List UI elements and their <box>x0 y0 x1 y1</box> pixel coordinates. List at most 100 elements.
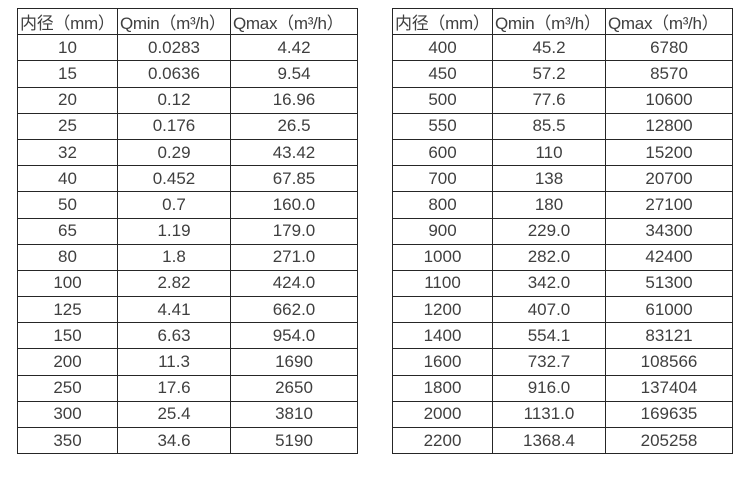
table-cell: 57.2 <box>492 60 606 88</box>
table-cell: 20700 <box>605 165 733 193</box>
table-cell: 10600 <box>605 86 733 114</box>
table-cell: 732.7 <box>492 348 606 376</box>
table-cell: 11.3 <box>117 348 231 376</box>
table-cell: 34.6 <box>117 426 231 455</box>
flow-spec-table-right: 内径（mm） Qmin（m³/h） Qmax（m³/h） 400 45.2 6780… <box>392 7 733 455</box>
table-cell: 954.0 <box>230 322 358 350</box>
table-row: 20 0.12 16.96 <box>17 86 358 114</box>
table-cell: 108566 <box>605 348 733 376</box>
header-qmax: Qmax（m³/h） <box>605 7 733 36</box>
table-cell: 32 <box>17 138 118 167</box>
table-row: 50 0.7 160.0 <box>17 191 358 219</box>
table-cell: 51300 <box>605 269 733 298</box>
table-cell: 2000 <box>392 400 493 429</box>
table-cell: 3810 <box>230 400 358 429</box>
table-row: 2000 1131.0 169635 <box>392 400 733 429</box>
header-diameter: 内径（mm） <box>17 7 118 36</box>
table-cell: 137404 <box>605 374 733 402</box>
table-cell: 250 <box>17 374 118 402</box>
table-cell: 282.0 <box>492 243 606 271</box>
table-cell: 100 <box>17 269 118 298</box>
header-qmin: Qmin（m³/h） <box>117 7 231 36</box>
table-row: 1600 732.7 108566 <box>392 348 733 376</box>
table-cell: 25.4 <box>117 400 231 429</box>
table-cell: 1600 <box>392 348 493 376</box>
table-cell: 1200 <box>392 296 493 324</box>
table-cell: 350 <box>17 426 118 455</box>
table-cell: 200 <box>17 348 118 376</box>
table-cell: 600 <box>392 138 493 167</box>
table-cell: 138 <box>492 165 606 193</box>
header-diameter: 内径（mm） <box>392 7 493 36</box>
header-qmin: Qmin（m³/h） <box>492 7 606 36</box>
table-cell: 0.0636 <box>117 60 231 88</box>
table-cell: 900 <box>392 217 493 245</box>
table-cell: 160.0 <box>230 191 358 219</box>
flow-spec-table-left: 内径（mm） Qmin（m³/h） Qmax（m³/h） 10 0.0283 4.4… <box>17 7 358 455</box>
table-row: 1000 282.0 42400 <box>392 243 733 271</box>
table-cell: 800 <box>392 191 493 219</box>
table-cell: 34300 <box>605 217 733 245</box>
table-cell: 0.176 <box>117 112 231 140</box>
table-cell: 342.0 <box>492 269 606 298</box>
table-cell: 2200 <box>392 426 493 455</box>
table-cell: 1.8 <box>117 243 231 271</box>
table-row: 1200 407.0 61000 <box>392 296 733 324</box>
table-header-row: 内径（mm） Qmin（m³/h） Qmax（m³/h） <box>17 7 358 36</box>
tables-wrap: 内径（mm） Qmin（m³/h） Qmax（m³/h） 10 0.0283 4.4… <box>17 7 733 455</box>
table-cell: 15200 <box>605 138 733 167</box>
table-row: 400 45.2 6780 <box>392 34 733 62</box>
header-qmax: Qmax（m³/h） <box>230 7 358 36</box>
table-cell: 1800 <box>392 374 493 402</box>
table-cell: 110 <box>492 138 606 167</box>
table-cell: 180 <box>492 191 606 219</box>
table-row: 1400 554.1 83121 <box>392 322 733 350</box>
table-row: 600 110 15200 <box>392 138 733 167</box>
table-row: 125 4.41 662.0 <box>17 296 358 324</box>
table-cell: 6.63 <box>117 322 231 350</box>
table-cell: 916.0 <box>492 374 606 402</box>
table-row: 25 0.176 26.5 <box>17 112 358 140</box>
table-cell: 1368.4 <box>492 426 606 455</box>
table-cell: 1100 <box>392 269 493 298</box>
table-row: 700 138 20700 <box>392 165 733 193</box>
table-cell: 1.19 <box>117 217 231 245</box>
table-cell: 271.0 <box>230 243 358 271</box>
table-cell: 43.42 <box>230 138 358 167</box>
table-row: 800 180 27100 <box>392 191 733 219</box>
table-cell: 5190 <box>230 426 358 455</box>
table-row: 1800 916.0 137404 <box>392 374 733 402</box>
table-cell: 500 <box>392 86 493 114</box>
table-cell: 1000 <box>392 243 493 271</box>
table-cell: 0.7 <box>117 191 231 219</box>
table-row: 200 11.3 1690 <box>17 348 358 376</box>
table-row: 550 85.5 12800 <box>392 112 733 140</box>
table-row: 900 229.0 34300 <box>392 217 733 245</box>
table-cell: 700 <box>392 165 493 193</box>
table-cell: 40 <box>17 165 118 193</box>
table-cell: 550 <box>392 112 493 140</box>
table-cell: 1131.0 <box>492 400 606 429</box>
table-cell: 10 <box>17 34 118 62</box>
table-cell: 61000 <box>605 296 733 324</box>
table-row: 500 77.6 10600 <box>392 86 733 114</box>
table-header-row: 内径（mm） Qmin（m³/h） Qmax（m³/h） <box>392 7 733 36</box>
table-cell: 0.12 <box>117 86 231 114</box>
table-cell: 6780 <box>605 34 733 62</box>
table-cell: 9.54 <box>230 60 358 88</box>
table-cell: 407.0 <box>492 296 606 324</box>
table-row: 32 0.29 43.42 <box>17 138 358 167</box>
table-cell: 20 <box>17 86 118 114</box>
table-cell: 179.0 <box>230 217 358 245</box>
table-cell: 80 <box>17 243 118 271</box>
table-cell: 50 <box>17 191 118 219</box>
table-cell: 229.0 <box>492 217 606 245</box>
table-row: 10 0.0283 4.42 <box>17 34 358 62</box>
table-cell: 4.42 <box>230 34 358 62</box>
table-cell: 8570 <box>605 60 733 88</box>
table-cell: 205258 <box>605 426 733 455</box>
table-cell: 554.1 <box>492 322 606 350</box>
table-cell: 77.6 <box>492 86 606 114</box>
table-cell: 450 <box>392 60 493 88</box>
table-cell: 169635 <box>605 400 733 429</box>
